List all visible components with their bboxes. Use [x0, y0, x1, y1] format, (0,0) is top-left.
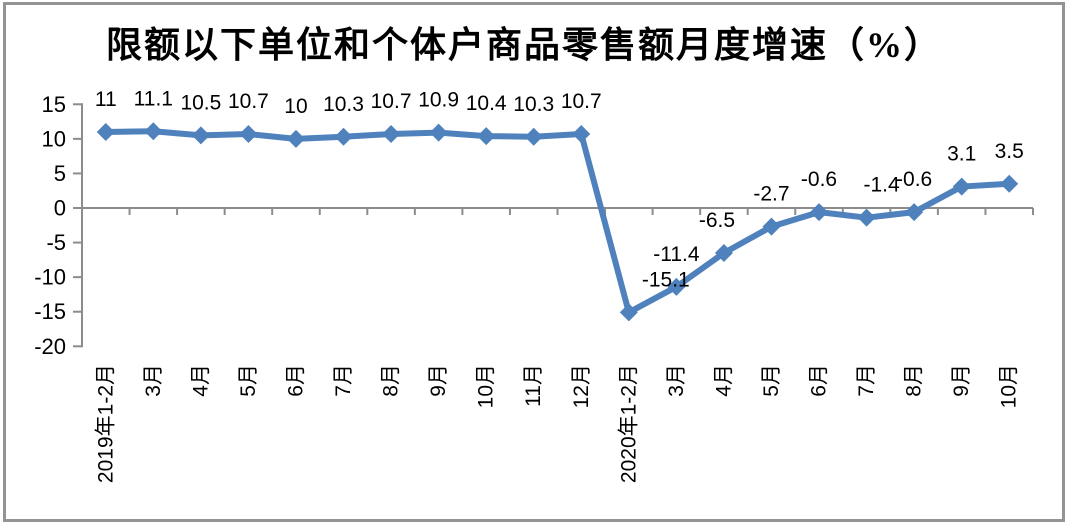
data-point-marker	[1000, 174, 1019, 193]
y-axis-tick-label: -5	[46, 230, 66, 255]
data-point-marker	[96, 122, 115, 141]
data-label: -0.6	[896, 168, 932, 191]
chart-title: 限额以下单位和个体户商品零售额月度增速（%）	[105, 25, 942, 65]
x-axis-category-label: 7月	[855, 364, 878, 397]
data-point-marker	[667, 277, 686, 296]
data-point-marker	[382, 125, 401, 144]
x-axis-category-label: 3月	[142, 364, 165, 397]
x-axis-category-label: 9月	[427, 364, 450, 397]
data-label: 10.7	[561, 90, 602, 113]
series-line	[102, 128, 1013, 316]
data-point-marker	[762, 217, 781, 236]
data-label: -6.5	[699, 209, 735, 232]
data-label: -2.7	[753, 183, 789, 206]
data-point-marker	[810, 203, 829, 222]
y-axis-tick-label: -10	[34, 265, 66, 290]
y-axis-tick-label: 10	[42, 126, 66, 151]
data-label: 10.3	[323, 93, 364, 116]
data-label: -1.4	[863, 174, 900, 197]
x-axis-category-label: 11月	[522, 364, 545, 407]
data-point-marker	[144, 122, 163, 141]
x-axis-category-label: 6月	[284, 364, 307, 397]
data-label: -11.4	[653, 243, 700, 266]
x-axis-category-label: 10月	[475, 364, 498, 408]
data-point-marker	[572, 125, 591, 144]
y-axis-tick-label: 15	[42, 92, 66, 117]
data-point-marker	[429, 123, 448, 142]
data-point-marker	[524, 127, 543, 146]
data-label: 11	[95, 88, 117, 111]
x-axis-category-label: 5月	[760, 364, 783, 397]
data-label: -15.1	[642, 268, 690, 291]
y-axis-tick-label: 0	[54, 196, 66, 221]
x-axis-category-label: 12月	[570, 364, 593, 408]
y-axis-tick-label: -20	[34, 334, 66, 359]
y-axis-tick-label: -15	[34, 299, 66, 324]
data-label: 10.3	[513, 93, 554, 116]
data-point-marker	[905, 203, 924, 222]
x-axis-category-label: 8月	[380, 364, 403, 397]
data-point-marker	[334, 127, 353, 146]
x-axis-category-label: 6月	[808, 364, 831, 397]
data-label: 11.1	[134, 87, 173, 110]
data-label: 3.5	[995, 140, 1024, 163]
y-axis-tick-label: 5	[54, 161, 66, 186]
data-label: 10.7	[228, 90, 269, 113]
data-point-marker	[952, 177, 971, 196]
x-axis-category-label: 10月	[998, 364, 1021, 408]
data-point-marker	[714, 243, 733, 262]
data-label: 10.5	[180, 91, 221, 114]
x-axis-category-label: 4月	[712, 364, 735, 397]
x-axis-category-label: 2019年1-2月	[94, 364, 117, 483]
data-label: 3.1	[947, 143, 976, 166]
x-axis-category-label: 2020年1-2月	[617, 364, 640, 483]
data-label: 10.4	[466, 92, 507, 115]
x-axis-category-label: 3月	[665, 364, 688, 397]
data-label: -0.6	[801, 168, 837, 191]
data-point-marker	[286, 129, 305, 148]
data-label: 10.7	[371, 90, 412, 113]
data-point-marker	[619, 303, 638, 322]
data-point-marker	[477, 127, 496, 146]
data-point-marker	[857, 208, 876, 227]
data-label: 10.9	[418, 89, 459, 112]
x-axis-category-label: 9月	[950, 364, 973, 397]
data-point-marker	[191, 126, 210, 145]
x-axis-category-label: 7月	[332, 364, 355, 397]
data-point-marker	[239, 125, 258, 144]
data-label: 10	[284, 95, 307, 118]
x-axis-category-label: 5月	[237, 364, 260, 397]
x-axis-category-label: 4月	[189, 364, 212, 397]
x-axis-category-label: 8月	[903, 364, 926, 397]
